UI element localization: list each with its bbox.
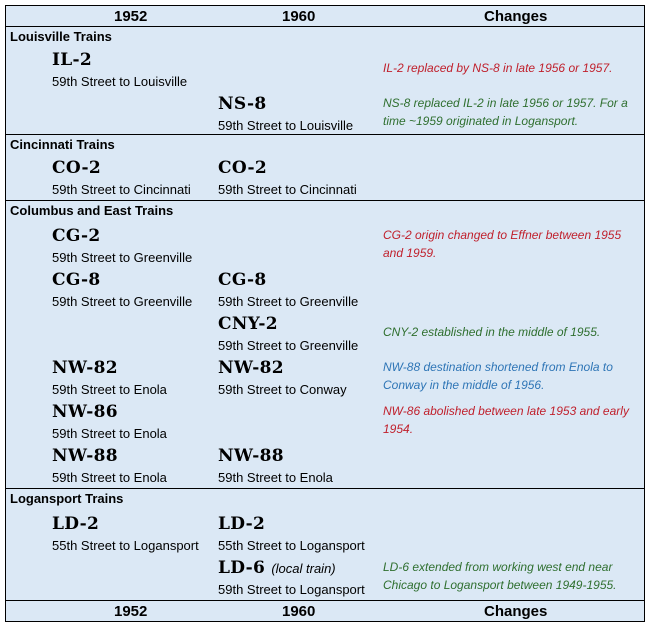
footer-1960: 1960	[282, 603, 316, 620]
change-note-ns8: NS-8 replaced IL-2 in late 1956 or 1957.…	[383, 96, 628, 128]
footer-1952: 1952	[114, 603, 148, 620]
train-route: 59th Street to Enola	[52, 382, 167, 397]
section-title-cincinnati: Cincinnati Trains	[10, 137, 115, 152]
train-route: 59th Street to Greenville	[218, 338, 359, 353]
header-1960: 1960	[282, 8, 316, 25]
train-code: NW-88	[52, 446, 118, 466]
train-route: 59th Street to Greenville	[218, 294, 359, 309]
train-code: NW-82	[52, 358, 118, 378]
train-code: NW-86	[52, 402, 118, 422]
section-divider	[5, 134, 645, 135]
change-note-cg2: CG-2 origin changed to Effner between 19…	[383, 228, 622, 260]
train-code: LD-2	[52, 514, 100, 534]
section-title-louisville: Louisville Trains	[10, 29, 112, 44]
change-note-cny2: CNY-2 established in the middle of 1955.	[383, 325, 601, 339]
train-code-ld6: LD-6 (local train)	[218, 558, 336, 578]
change-note-nw88: NW-88 destination shortened from Enola t…	[383, 360, 613, 392]
section-divider	[5, 200, 645, 201]
table-header-row: 1952 1960 Changes	[5, 5, 645, 27]
train-code: IL-2	[52, 50, 92, 70]
change-note-ld6: LD-6 extended from working west end near…	[383, 560, 617, 592]
train-code: CG-2	[52, 226, 101, 246]
train-route: 59th Street to Cincinnati	[218, 182, 357, 197]
train-route: 55th Street to Logansport	[52, 538, 199, 553]
train-code: NS-8	[218, 94, 267, 114]
train-route: 59th Street to Enola	[218, 470, 333, 485]
train-table	[5, 5, 645, 622]
train-route: 59th Street to Enola	[52, 470, 167, 485]
footer-changes: Changes	[484, 603, 548, 620]
train-code: CO-2	[218, 158, 268, 178]
train-code: CG-8	[218, 270, 267, 290]
train-code: NW-88	[218, 446, 284, 466]
train-route: 59th Street to Logansport	[218, 582, 365, 597]
change-note-il2: IL-2 replaced by NS-8 in late 1956 or 19…	[383, 61, 613, 75]
header-1952: 1952	[114, 8, 148, 25]
section-divider	[5, 488, 645, 489]
train-route: 59th Street to Greenville	[52, 250, 193, 265]
local-train-note: (local train)	[271, 561, 336, 576]
train-route: 59th Street to Louisville	[218, 118, 354, 133]
train-route: 59th Street to Enola	[52, 426, 167, 441]
train-route: 59th Street to Conway	[218, 382, 347, 397]
train-code: LD-2	[218, 514, 266, 534]
section-title-columbus: Columbus and East Trains	[10, 203, 174, 218]
section-title-logansport: Logansport Trains	[10, 491, 124, 506]
train-code: CO-2	[52, 158, 102, 178]
train-code: CG-8	[52, 270, 101, 290]
train-code: CNY-2	[218, 314, 278, 334]
train-route: 59th Street to Greenville	[52, 294, 193, 309]
train-route: 59th Street to Louisville	[52, 74, 188, 89]
train-route: 55th Street to Logansport	[218, 538, 365, 553]
train-route: 59th Street to Cincinnati	[52, 182, 191, 197]
train-code: NW-82	[218, 358, 284, 378]
header-changes: Changes	[484, 8, 548, 25]
train-code: LD-6	[218, 558, 266, 578]
change-note-nw86: NW-86 abolished between late 1953 and ea…	[383, 404, 629, 436]
table-footer-row: 1952 1960 Changes	[5, 600, 645, 622]
